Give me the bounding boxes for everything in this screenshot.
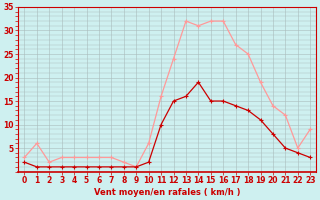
X-axis label: Vent moyen/en rafales ( km/h ): Vent moyen/en rafales ( km/h )	[94, 188, 241, 197]
